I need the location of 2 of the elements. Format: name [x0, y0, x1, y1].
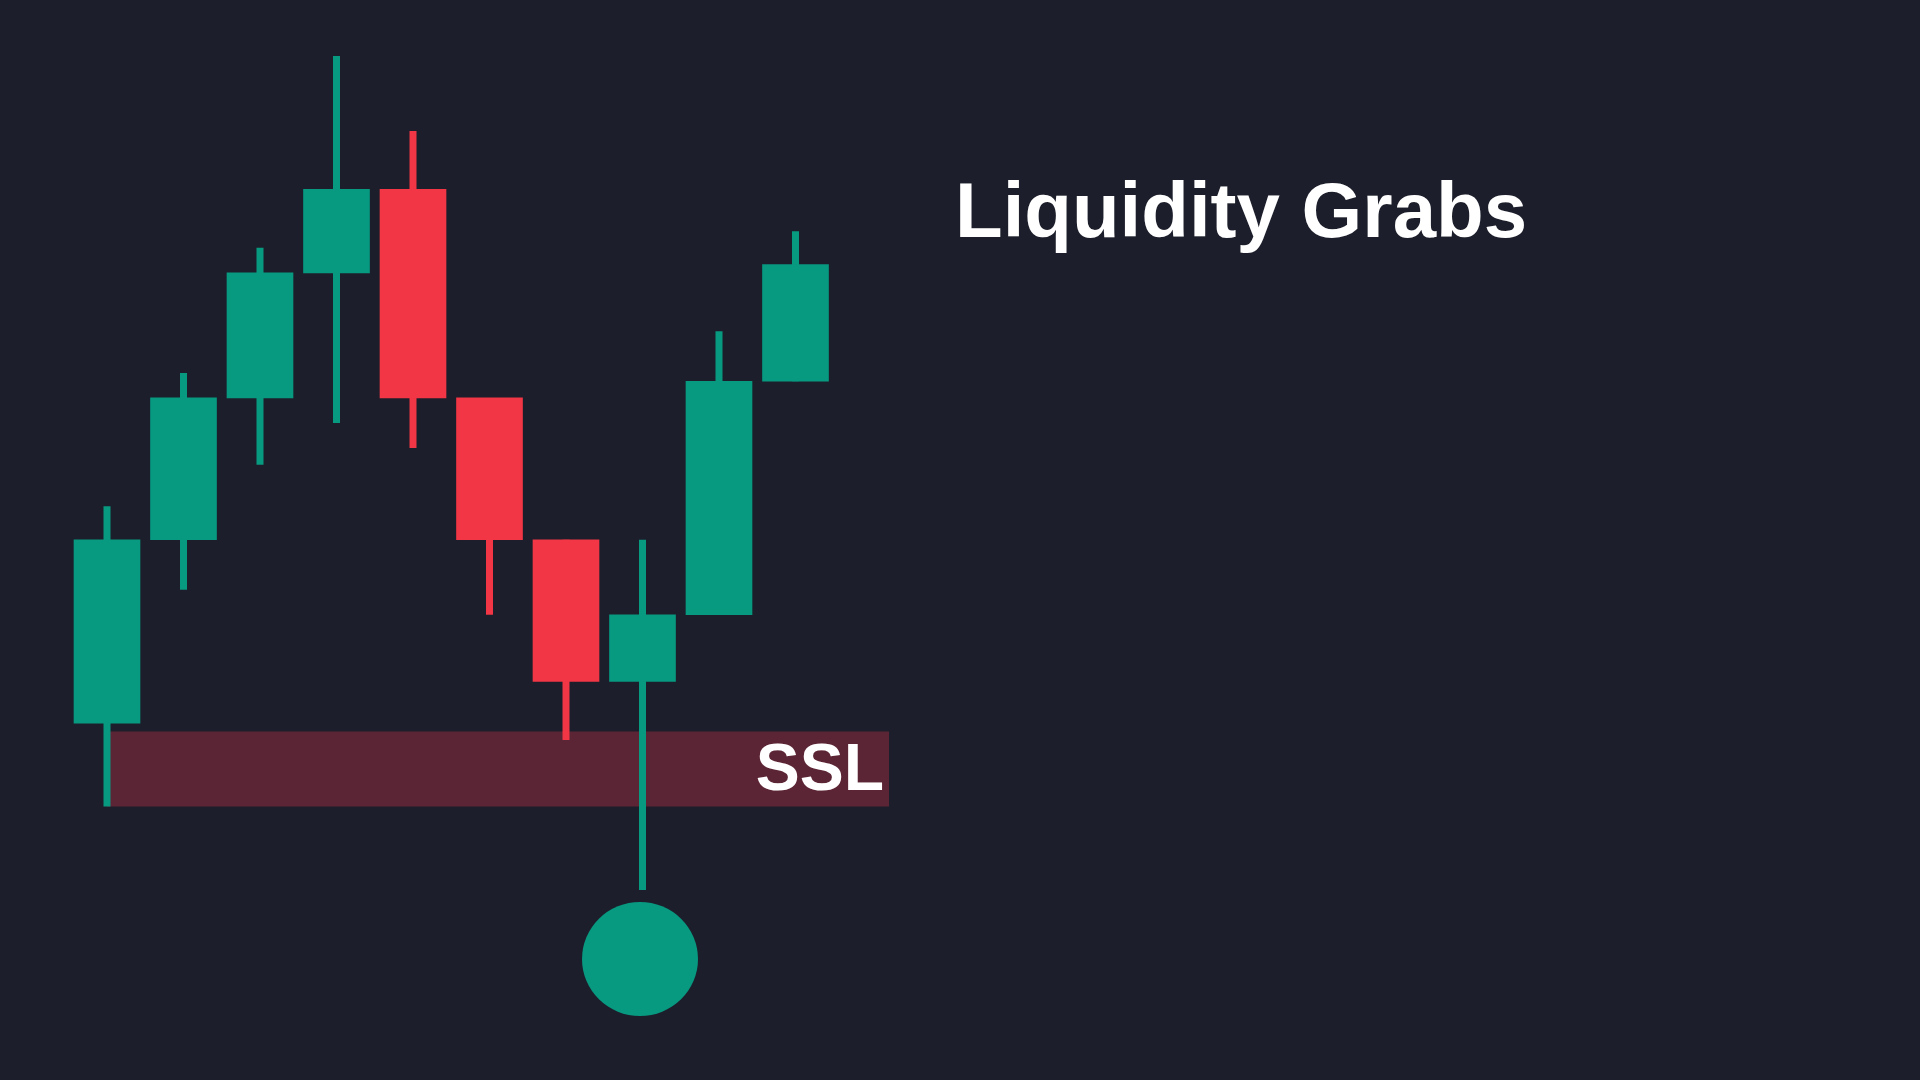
band-label: SSL: [755, 730, 884, 805]
text: Liquidity Grabs: [955, 166, 1528, 254]
